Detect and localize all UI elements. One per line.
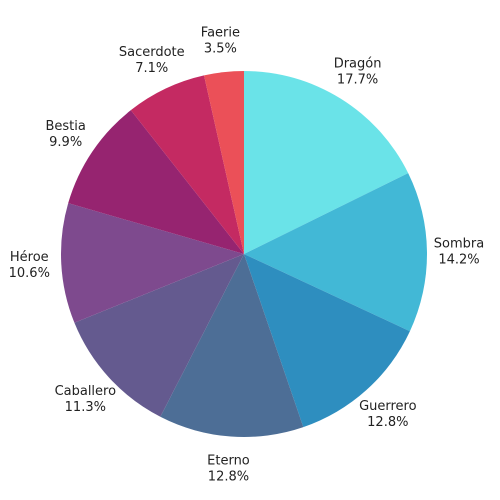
slice-label: Bestia — [45, 119, 85, 134]
slice-label: Eterno — [207, 453, 250, 468]
slice-value-label: 3.5% — [204, 41, 237, 56]
slice-value-label: 12.8% — [367, 415, 408, 430]
pie-slice — [244, 71, 409, 254]
pie-slice — [130, 75, 244, 255]
pie-slice — [160, 254, 304, 438]
slice-label: Guerrero — [359, 399, 417, 414]
slice-value-label: 12.8% — [208, 469, 249, 484]
slice-label: Dragón — [334, 56, 382, 71]
slice-label: Sacerdote — [119, 45, 185, 60]
slice-value-label: 11.3% — [65, 400, 106, 415]
pie-slice — [68, 110, 244, 254]
slice-value-label: 7.1% — [135, 61, 168, 76]
slice-label: Sombra — [434, 237, 484, 252]
slice-value-label: 14.2% — [438, 253, 479, 268]
slice-label: Caballero — [55, 384, 117, 399]
slice-value-label: 10.6% — [9, 266, 50, 281]
pie-slice — [244, 254, 410, 428]
slice-label: Héroe — [10, 250, 49, 265]
pie-slice — [244, 173, 428, 332]
pie-slice — [204, 71, 244, 254]
pie-slice — [60, 203, 244, 323]
pie-slice — [74, 254, 245, 417]
slice-label: Faerie — [201, 25, 240, 40]
slice-value-label: 17.7% — [337, 72, 378, 87]
slice-value-label: 9.9% — [49, 135, 82, 150]
